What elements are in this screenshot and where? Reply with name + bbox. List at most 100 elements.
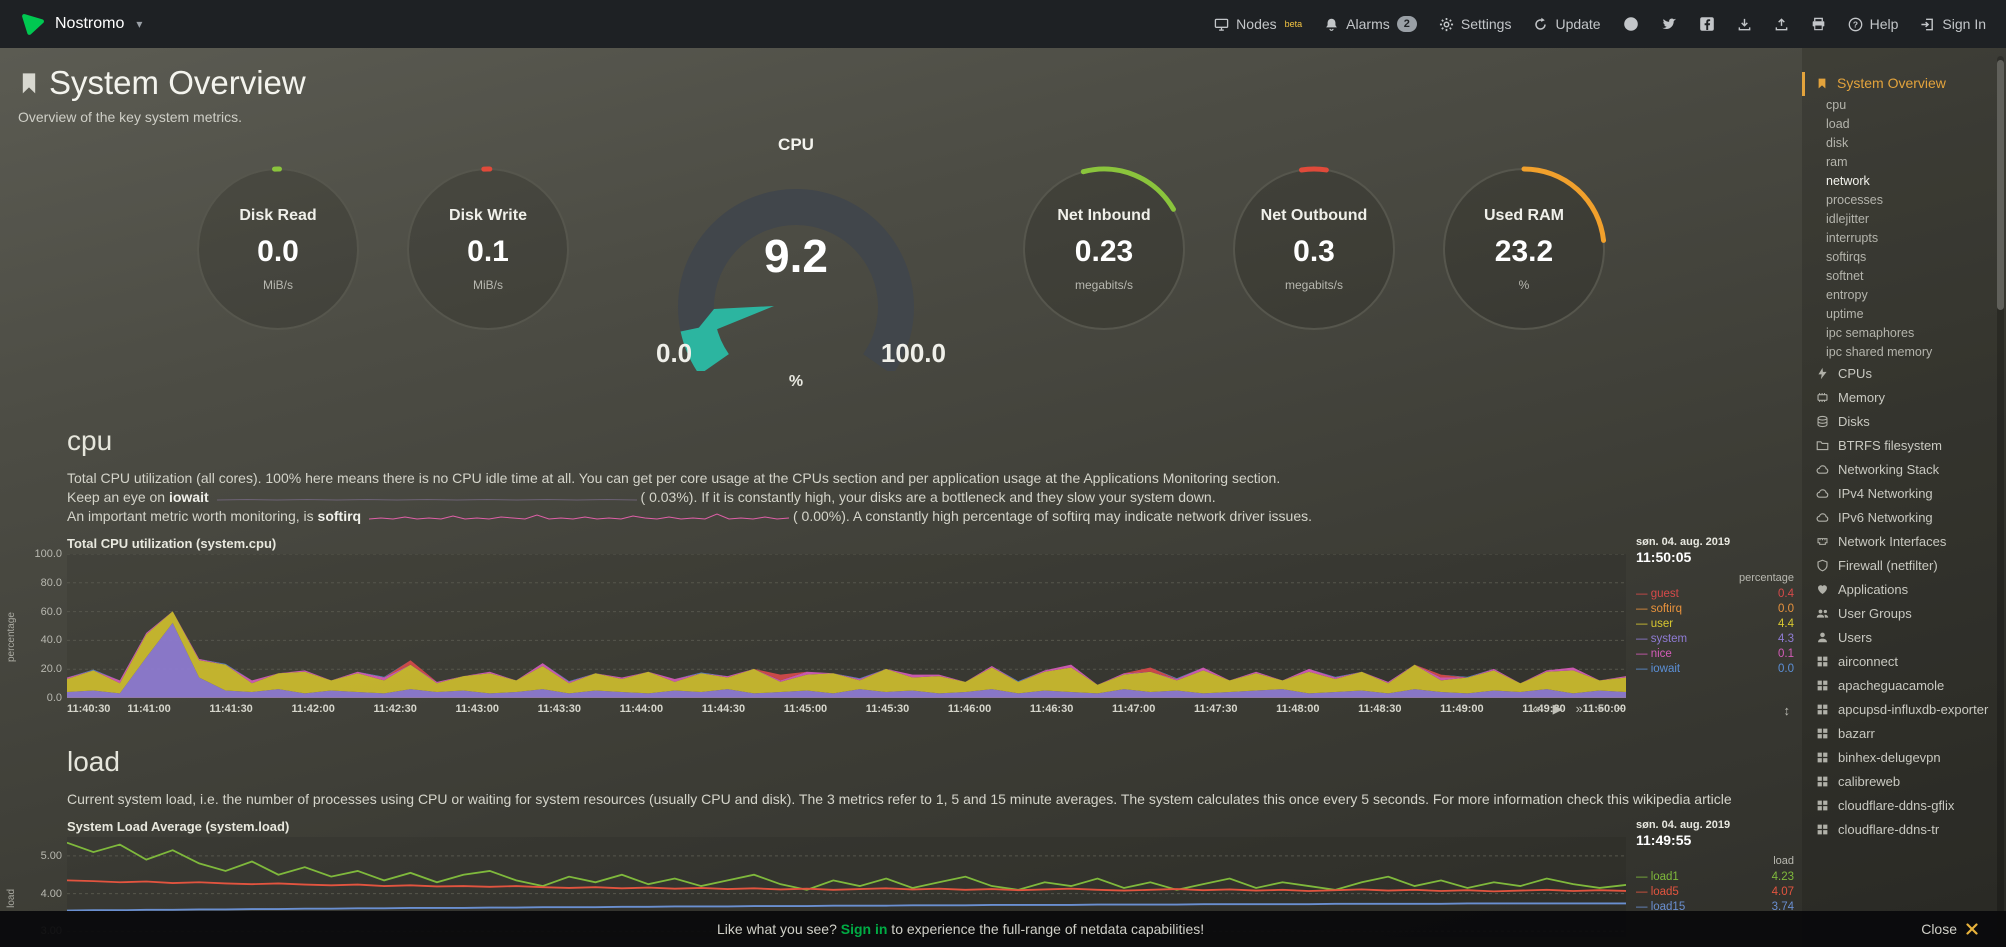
beta-badge: beta — [1284, 19, 1303, 29]
nav-export[interactable] — [1774, 17, 1789, 32]
sidebar-item-ipc-shared-memory[interactable]: ipc shared memory — [1826, 345, 1933, 359]
chart-title: Total CPU utilization (system.cpu) — [67, 536, 277, 551]
nav-github[interactable] — [1623, 16, 1639, 32]
legend-row-load15[interactable]: — load15 3.74 — [1636, 900, 1794, 915]
net-inbound-gauge[interactable]: Net Inbound 0.23 megabits/s — [1016, 161, 1192, 337]
play-icon[interactable]: ▶ — [1552, 701, 1563, 716]
sidebar-item-processes[interactable]: processes — [1826, 193, 1883, 207]
banner-close-button[interactable]: Close — [1921, 921, 2006, 937]
nav-help[interactable]: ? Help — [1848, 16, 1898, 32]
wikipedia-link[interactable]: this wikipedia article — [1607, 791, 1732, 807]
sidebar-item-calibreweb[interactable]: calibreweb — [1802, 770, 2006, 794]
sidebar-item-disks[interactable]: Disks — [1802, 410, 2006, 434]
banner-text: Like what you see? — [717, 921, 841, 937]
sidebar-item-applications[interactable]: Applications — [1802, 578, 2006, 602]
sidebar-item-ram[interactable]: ram — [1826, 155, 1848, 169]
node-selector[interactable]: Nostromo ▾ — [20, 12, 142, 37]
sidebar-item-networking-stack[interactable]: Networking Stack — [1802, 458, 2006, 482]
legend-row-iowait[interactable]: — iowait 0.0 — [1636, 662, 1794, 677]
gauge-unit: megabits/s — [1074, 277, 1134, 292]
scrollbar-track[interactable] — [1997, 56, 2004, 939]
sidebar-item-network-interfaces[interactable]: Network Interfaces — [1802, 530, 2006, 554]
y-tick-label: 60.0 — [40, 605, 62, 618]
sidebar-item-system-overview[interactable]: System Overview — [1802, 72, 2006, 96]
sidebar-item-cloudflare-ddns-tr[interactable]: cloudflare-ddns-tr — [1802, 818, 2006, 842]
sidebar-item-ipc-semaphores[interactable]: ipc semaphores — [1826, 326, 1915, 340]
sidebar-item-cpu[interactable]: cpu — [1826, 98, 1847, 112]
sidebar-item-softirqs[interactable]: softirqs — [1826, 250, 1867, 264]
legend-row-load5[interactable]: — load5 4.07 — [1636, 885, 1794, 900]
sidebar-item-label: BTRFS filesystem — [1838, 438, 1943, 453]
navbar-menu: Nodes beta Alarms 2 Settings Update — [1214, 16, 1986, 32]
nav-settings-label: Settings — [1460, 16, 1512, 32]
legend-row-user[interactable]: — user 4.4 — [1636, 617, 1794, 632]
nav-import[interactable] — [1737, 17, 1752, 32]
scrollbar-thumb[interactable] — [1997, 60, 2004, 310]
sidebar-item-softnet[interactable]: softnet — [1826, 269, 1864, 283]
sidebar-item-interrupts[interactable]: interrupts — [1826, 231, 1879, 245]
signin-link[interactable]: Sign in — [840, 921, 888, 937]
sidebar-item-firewall-netfilter-[interactable]: Firewall (netfilter) — [1802, 554, 2006, 578]
legend-row-system[interactable]: — system 4.3 — [1636, 632, 1794, 647]
section-cpu: cpu Total CPU utilization (all cores). 1… — [0, 425, 1802, 720]
nav-update[interactable]: Update — [1533, 16, 1601, 32]
sidebar-item-users[interactable]: Users — [1802, 626, 2006, 650]
nav-alarms[interactable]: Alarms 2 — [1324, 16, 1417, 32]
used-ram-gauge[interactable]: Used RAM 23.2 % — [1436, 161, 1612, 337]
sidebar-item-user-groups[interactable]: User Groups — [1802, 602, 2006, 626]
sidebar-item-ipv4-networking[interactable]: IPv4 Networking — [1802, 482, 2006, 506]
nav-facebook[interactable] — [1699, 16, 1715, 32]
sidebar-item-cloudflare-ddns-gflix[interactable]: cloudflare-ddns-gflix — [1802, 794, 2006, 818]
gauge-value: 0.3 — [1293, 234, 1335, 268]
y-tick-label: 100.0 — [34, 548, 62, 560]
sidebar-item-ipv6-networking[interactable]: IPv6 Networking — [1802, 506, 2006, 530]
sidebar-item-cpus[interactable]: CPUs — [1802, 362, 2006, 386]
nav-print[interactable] — [1811, 17, 1826, 32]
sidebar-item-bazarr[interactable]: bazarr — [1802, 722, 2006, 746]
rewind-icon[interactable]: « — [1532, 701, 1540, 716]
legend-row-softirq[interactable]: — softirq 0.0 — [1636, 602, 1794, 617]
x-tick-label: 11:46:30 — [1029, 703, 1074, 715]
sidebar-item-label: Network Interfaces — [1838, 534, 1947, 549]
disk-read-gauge[interactable]: Disk Read 0.0 MiB/s — [190, 161, 366, 337]
sidebar-item-uptime[interactable]: uptime — [1826, 307, 1864, 321]
sidebar-item-airconnect[interactable]: airconnect — [1802, 650, 2006, 674]
nav-settings[interactable]: Settings — [1439, 16, 1512, 32]
chart-plot-area[interactable] — [67, 554, 1626, 698]
sidebar-item-apacheguacamole[interactable]: apacheguacamole — [1802, 674, 2006, 698]
legend-row-nice[interactable]: — nice 0.1 — [1636, 647, 1794, 662]
disk-write-gauge[interactable]: Disk Write 0.1 MiB/s — [400, 161, 576, 337]
nav-nodes[interactable]: Nodes beta — [1214, 16, 1302, 32]
sidebar-item-network[interactable]: network — [1826, 174, 1870, 188]
main-content: System Overview Overview of the key syst… — [0, 48, 1802, 947]
gauge-unit: megabits/s — [1284, 277, 1344, 292]
legend-row-guest[interactable]: — guest 0.4 — [1636, 587, 1794, 602]
nav-signin[interactable]: Sign In — [1920, 16, 1986, 32]
sidebar-submenu: cpu load disk ram network processes idlejitter… — [1802, 96, 2006, 362]
y-tick-label: 20.0 — [40, 663, 62, 676]
x-tick-label: 11:40:30 — [67, 703, 111, 715]
x-tick-label: 11:41:30 — [209, 703, 253, 715]
sidebar-item-label: calibreweb — [1838, 774, 1901, 789]
forward-icon[interactable]: » — [1575, 701, 1583, 716]
legend-series-value: 4.4 — [1778, 618, 1794, 630]
resize-handle-icon[interactable]: ↕ — [1783, 703, 1791, 718]
legend-series-name: — system — [1636, 633, 1688, 645]
zoom-in-icon[interactable]: + — [1595, 701, 1604, 716]
sidebar-item-disk[interactable]: disk — [1826, 136, 1849, 150]
chart-legend: søn. 04. aug. 2019 11:49:55 load — load1 4.2… — [1626, 819, 1794, 947]
y-axis-ticks: 0.0 20.0 40.0 60.0 80.0 100.0 — [22, 548, 67, 704]
legend-row-load1[interactable]: — load1 4.23 — [1636, 870, 1794, 885]
sidebar-item-entropy[interactable]: entropy — [1826, 288, 1868, 302]
legend-series-value: 0.0 — [1778, 663, 1794, 675]
net-outbound-gauge[interactable]: Net Outbound 0.3 megabits/s — [1226, 161, 1402, 337]
sidebar-item-load[interactable]: load — [1826, 117, 1850, 131]
nav-twitter[interactable] — [1661, 16, 1677, 32]
sidebar-item-btrfs-filesystem[interactable]: BTRFS filesystem — [1802, 434, 2006, 458]
zoom-out-icon[interactable]: − — [1616, 701, 1624, 716]
cpu-gauge[interactable]: CPU 9.2 0.0 100.0 % — [636, 135, 956, 391]
sidebar-item-idlejitter[interactable]: idlejitter — [1826, 212, 1870, 226]
sidebar-item-apcupsd-influxdb-exporter[interactable]: apcupsd-influxdb-exporter — [1802, 698, 2006, 722]
sidebar-item-binhex-delugevpn[interactable]: binhex-delugevpn — [1802, 746, 2006, 770]
sidebar-item-memory[interactable]: Memory — [1802, 386, 2006, 410]
